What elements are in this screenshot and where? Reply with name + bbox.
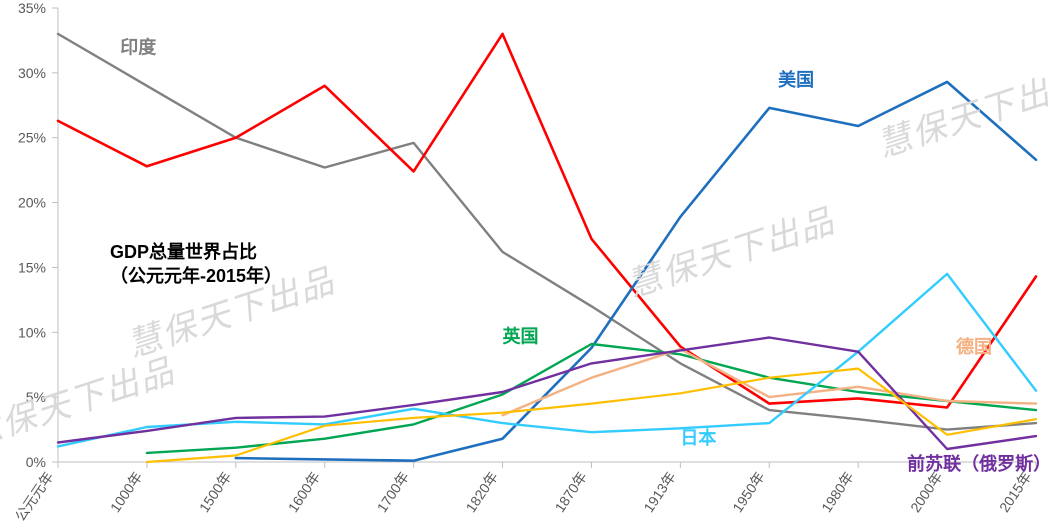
- series-label-india: 印度: [120, 36, 157, 57]
- chart-title: GDP总量世界占比 （公元元年-2015年）: [110, 240, 282, 289]
- x-axis-label: 公元元年: [12, 469, 57, 524]
- y-axis-label: 10%: [18, 324, 46, 340]
- series-line-china: [58, 34, 1036, 408]
- x-axis-label: 2000年: [907, 469, 946, 515]
- x-axis-label: 1950年: [729, 469, 768, 515]
- y-axis-label: 30%: [18, 65, 46, 81]
- chart-title-line1: GDP总量世界占比: [110, 242, 257, 262]
- series-line-france: [147, 369, 1036, 462]
- y-axis-label: 0%: [26, 454, 46, 470]
- series-label-usa: 美国: [778, 69, 814, 90]
- y-axis-label: 20%: [18, 195, 46, 211]
- x-axis-label: 1870年: [551, 469, 590, 515]
- x-axis-label: 1700年: [374, 469, 413, 515]
- y-axis-label: 5%: [26, 389, 46, 405]
- x-axis-label: 1980年: [818, 469, 857, 515]
- y-axis-label: 15%: [18, 259, 46, 275]
- series-label-germany: 德国: [956, 336, 992, 357]
- x-axis-label: 1600年: [285, 469, 324, 515]
- x-axis-label: 1820年: [463, 469, 502, 515]
- y-axis-label: 35%: [18, 0, 46, 16]
- series-label-uk: 英国: [502, 326, 539, 347]
- chart-title-line2: （公元元年-2015年）: [110, 266, 282, 286]
- x-axis-label: 1000年: [107, 469, 146, 515]
- series-line-japan: [58, 274, 1036, 447]
- x-axis-label: 1913年: [640, 469, 679, 515]
- y-axis-label: 25%: [18, 130, 46, 146]
- series-line-uk: [147, 344, 1036, 453]
- x-axis-label: 1500年: [196, 469, 235, 515]
- series-label-japan: 日本: [680, 427, 716, 448]
- series-label-ussr: 前苏联（俄罗斯）: [907, 453, 1051, 474]
- x-axis-label: 2015年: [996, 469, 1035, 515]
